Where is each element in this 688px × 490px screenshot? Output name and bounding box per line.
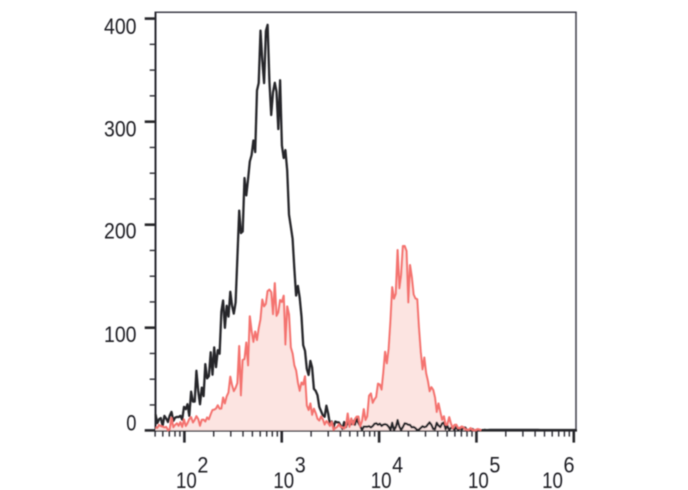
svg-text:200: 200 <box>104 219 137 244</box>
svg-text:10: 10 <box>273 468 294 490</box>
svg-text:300: 300 <box>104 117 137 142</box>
svg-text:10: 10 <box>371 468 392 490</box>
svg-text:400: 400 <box>104 14 137 39</box>
svg-text:5: 5 <box>489 453 500 478</box>
svg-text:6: 6 <box>564 453 575 478</box>
svg-text:100: 100 <box>104 322 137 347</box>
svg-text:10: 10 <box>542 468 563 490</box>
svg-text:2: 2 <box>197 453 208 478</box>
svg-text:0: 0 <box>126 410 136 435</box>
svg-text:3: 3 <box>295 453 306 478</box>
svg-text:4: 4 <box>392 453 403 478</box>
svg-text:10: 10 <box>176 468 197 490</box>
svg-text:10: 10 <box>468 468 489 490</box>
